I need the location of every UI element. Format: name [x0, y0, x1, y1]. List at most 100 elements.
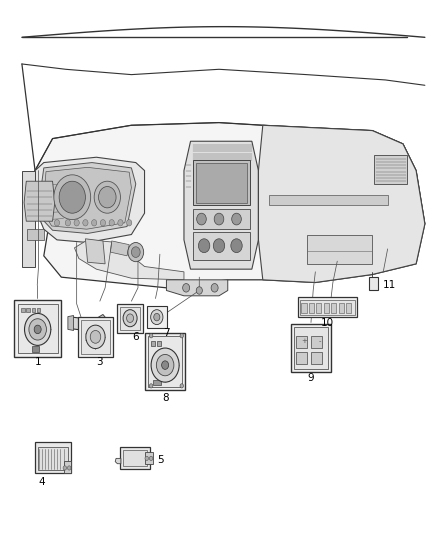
- Circle shape: [109, 220, 114, 226]
- Bar: [294, 327, 328, 369]
- Polygon shape: [42, 163, 136, 233]
- Circle shape: [211, 284, 218, 292]
- Circle shape: [63, 466, 67, 470]
- Polygon shape: [69, 317, 97, 332]
- Circle shape: [145, 456, 148, 461]
- Circle shape: [214, 213, 224, 225]
- Bar: [14, 300, 61, 357]
- Bar: [81, 320, 110, 354]
- Circle shape: [99, 187, 116, 208]
- Polygon shape: [68, 316, 74, 330]
- Polygon shape: [184, 141, 258, 269]
- Polygon shape: [258, 125, 425, 282]
- Bar: [309, 303, 314, 313]
- Bar: [32, 308, 35, 312]
- Bar: [147, 306, 167, 328]
- Circle shape: [156, 354, 174, 376]
- Circle shape: [232, 213, 241, 225]
- Bar: [157, 341, 161, 346]
- Bar: [18, 304, 58, 353]
- Polygon shape: [35, 157, 145, 243]
- Bar: [311, 352, 322, 364]
- Polygon shape: [85, 239, 105, 264]
- Circle shape: [196, 287, 202, 294]
- Bar: [193, 232, 250, 260]
- Bar: [331, 303, 336, 313]
- Circle shape: [231, 239, 242, 253]
- Circle shape: [197, 213, 206, 225]
- Circle shape: [123, 310, 137, 327]
- Text: 9: 9: [307, 374, 314, 383]
- Bar: [145, 333, 185, 390]
- Circle shape: [34, 325, 41, 334]
- Bar: [296, 352, 307, 364]
- Bar: [296, 336, 307, 348]
- Circle shape: [74, 220, 79, 226]
- Polygon shape: [24, 181, 55, 221]
- Bar: [153, 380, 161, 385]
- Text: -: -: [318, 338, 321, 344]
- Circle shape: [65, 220, 71, 226]
- Circle shape: [180, 334, 184, 338]
- Bar: [311, 336, 322, 348]
- Circle shape: [83, 220, 88, 226]
- Circle shape: [25, 313, 51, 345]
- Bar: [316, 303, 321, 313]
- Bar: [301, 303, 307, 313]
- Bar: [117, 304, 143, 333]
- Bar: [324, 303, 329, 313]
- Bar: [300, 300, 355, 315]
- Text: 10: 10: [321, 318, 334, 328]
- Circle shape: [86, 325, 105, 349]
- Circle shape: [29, 319, 46, 340]
- Bar: [346, 303, 351, 313]
- Circle shape: [213, 239, 225, 253]
- Circle shape: [180, 384, 184, 388]
- Bar: [374, 155, 407, 184]
- Bar: [32, 346, 39, 352]
- Polygon shape: [35, 123, 425, 288]
- Circle shape: [54, 175, 91, 220]
- Bar: [38, 447, 68, 470]
- Bar: [307, 235, 372, 264]
- Circle shape: [67, 466, 71, 470]
- Circle shape: [127, 220, 132, 226]
- Bar: [120, 307, 140, 330]
- Polygon shape: [94, 314, 105, 334]
- Circle shape: [154, 313, 160, 321]
- Bar: [298, 297, 357, 317]
- Circle shape: [149, 334, 153, 338]
- Bar: [26, 308, 30, 312]
- Circle shape: [127, 314, 134, 322]
- Circle shape: [151, 348, 179, 382]
- Bar: [78, 317, 113, 357]
- Circle shape: [118, 220, 123, 226]
- Text: 2: 2: [84, 333, 91, 343]
- Bar: [269, 195, 388, 205]
- Circle shape: [149, 384, 153, 388]
- Bar: [21, 308, 25, 312]
- Bar: [291, 324, 331, 372]
- Polygon shape: [74, 240, 184, 280]
- Polygon shape: [110, 241, 129, 256]
- Circle shape: [151, 310, 163, 325]
- Bar: [27, 229, 44, 240]
- Text: +: +: [301, 338, 307, 344]
- Bar: [369, 277, 378, 290]
- Text: 5: 5: [158, 455, 164, 465]
- Polygon shape: [45, 167, 131, 229]
- Polygon shape: [22, 171, 35, 266]
- Circle shape: [198, 239, 210, 253]
- Circle shape: [131, 247, 140, 257]
- Circle shape: [94, 181, 120, 213]
- Bar: [35, 442, 71, 473]
- Bar: [64, 461, 71, 473]
- Bar: [193, 160, 250, 205]
- Bar: [339, 303, 344, 313]
- Bar: [145, 452, 153, 464]
- Bar: [193, 209, 250, 229]
- Bar: [120, 447, 150, 469]
- Circle shape: [59, 181, 85, 213]
- Bar: [151, 341, 155, 346]
- Text: 4: 4: [38, 477, 45, 487]
